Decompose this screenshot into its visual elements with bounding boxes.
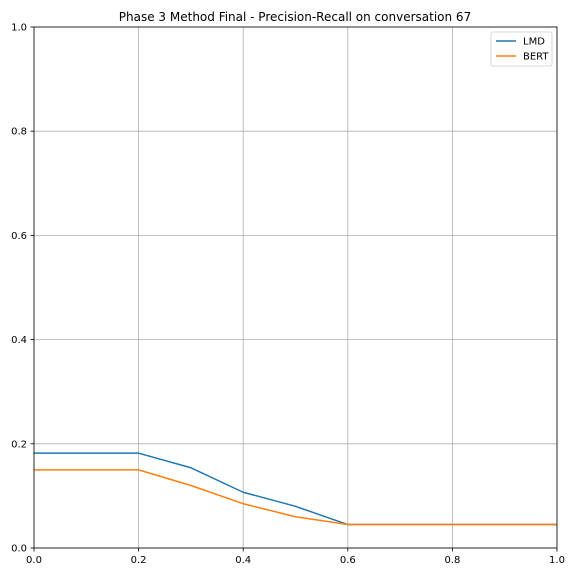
plot-frame <box>33 26 558 549</box>
x-tick-label: 0.6 <box>340 555 356 566</box>
y-tick-label: 0.8 <box>11 127 27 138</box>
y-tick-label: 1.0 <box>11 23 27 34</box>
y-tick-label: 0.2 <box>11 439 27 450</box>
x-tick-label: 0.4 <box>235 555 251 566</box>
chart-title: Phase 3 Method Final - Precision-Recall … <box>119 10 471 24</box>
x-tick-label: 1.0 <box>549 555 565 566</box>
axis-ticks: 0.0 0.2 0.4 0.6 0.8 1.0 0.0 0.2 0.4 0.6 0.8 1.0 <box>11 23 565 567</box>
legend-label-lmd: LMD <box>523 37 545 48</box>
y-tick-label: 0.0 <box>11 544 27 555</box>
x-tick-label: 0.8 <box>444 555 460 566</box>
legend: LMD BERT <box>490 31 553 67</box>
series-line-bert <box>34 469 557 526</box>
y-tick-label: 0.4 <box>11 335 27 346</box>
x-tick-label: 0.2 <box>131 555 147 566</box>
y-tick-label: 0.6 <box>11 231 27 242</box>
legend-label-bert: BERT <box>523 52 549 63</box>
series-lines <box>34 452 557 526</box>
x-tick-label: 0.0 <box>26 555 42 566</box>
